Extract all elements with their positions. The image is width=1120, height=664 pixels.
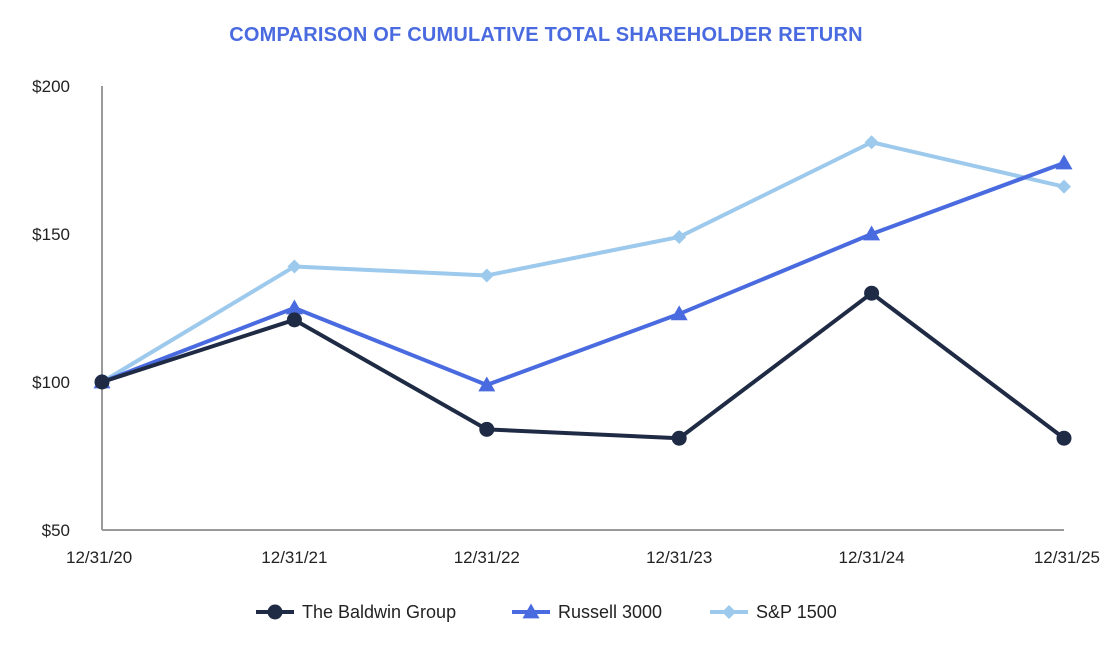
x-axis-ticks: 12/31/20 12/31/21 12/31/22 12/31/23 12/31/24… <box>66 548 1100 567</box>
legend-item-russell-3000: Russell 3000 <box>512 602 662 622</box>
data-point-s-p-1500 <box>1057 179 1071 194</box>
data-point-s-p-1500 <box>287 259 302 274</box>
legend-item-s-p-1500: S&P 1500 <box>710 602 837 622</box>
x-tick-label: 12/31/22 <box>454 548 520 567</box>
series-lines <box>100 140 1066 441</box>
data-point-s-p-1500 <box>672 229 687 244</box>
legend: The Baldwin Group Russell 3000 S&P 1500 <box>256 602 837 622</box>
axes <box>101 86 1064 531</box>
x-tick-label: 12/31/25 <box>1034 548 1100 567</box>
y-axis-ticks: $50 $100 $150 $200 <box>32 77 70 540</box>
data-point-russell-3000 <box>1055 154 1073 170</box>
y-tick-label: $200 <box>32 77 70 96</box>
y-tick-label: $150 <box>32 225 70 244</box>
chart-title: COMPARISON OF CUMULATIVE TOTAL SHAREHOLD… <box>229 24 863 46</box>
series-line-russell-3000 <box>100 160 1066 387</box>
data-point-the-baldwin-group <box>286 312 302 328</box>
data-point-the-baldwin-group <box>1056 430 1072 446</box>
data-point-russell-3000 <box>478 376 496 392</box>
legend-label: The Baldwin Group <box>302 602 456 622</box>
data-point-russell-3000 <box>863 225 881 241</box>
data-point-the-baldwin-group <box>479 421 495 437</box>
legend-marker-the-baldwin-group <box>267 604 283 620</box>
series-line-the-baldwin-group <box>100 291 1066 441</box>
legend-label: Russell 3000 <box>558 602 662 622</box>
y-tick-label: $100 <box>32 373 70 392</box>
x-tick-label: 12/31/24 <box>839 548 905 567</box>
legend-marker-russell-3000 <box>522 603 540 619</box>
data-point-russell-3000 <box>670 305 688 321</box>
series-markers <box>93 135 1073 446</box>
x-tick-label: 12/31/20 <box>66 548 132 567</box>
data-point-russell-3000 <box>285 299 303 315</box>
legend-marker-s-p-1500 <box>722 605 736 619</box>
data-point-s-p-1500 <box>479 268 494 283</box>
data-point-the-baldwin-group <box>94 374 110 390</box>
series-line-s-p-1500 <box>100 140 1066 384</box>
y-tick-label: $50 <box>42 521 70 540</box>
legend-item-the-baldwin-group: The Baldwin Group <box>256 602 456 622</box>
data-point-the-baldwin-group <box>671 430 687 446</box>
data-point-s-p-1500 <box>864 135 879 150</box>
legend-label: S&P 1500 <box>756 602 837 622</box>
data-point-the-baldwin-group <box>864 285 880 301</box>
x-tick-label: 12/31/23 <box>646 548 712 567</box>
x-tick-label: 12/31/21 <box>261 548 327 567</box>
